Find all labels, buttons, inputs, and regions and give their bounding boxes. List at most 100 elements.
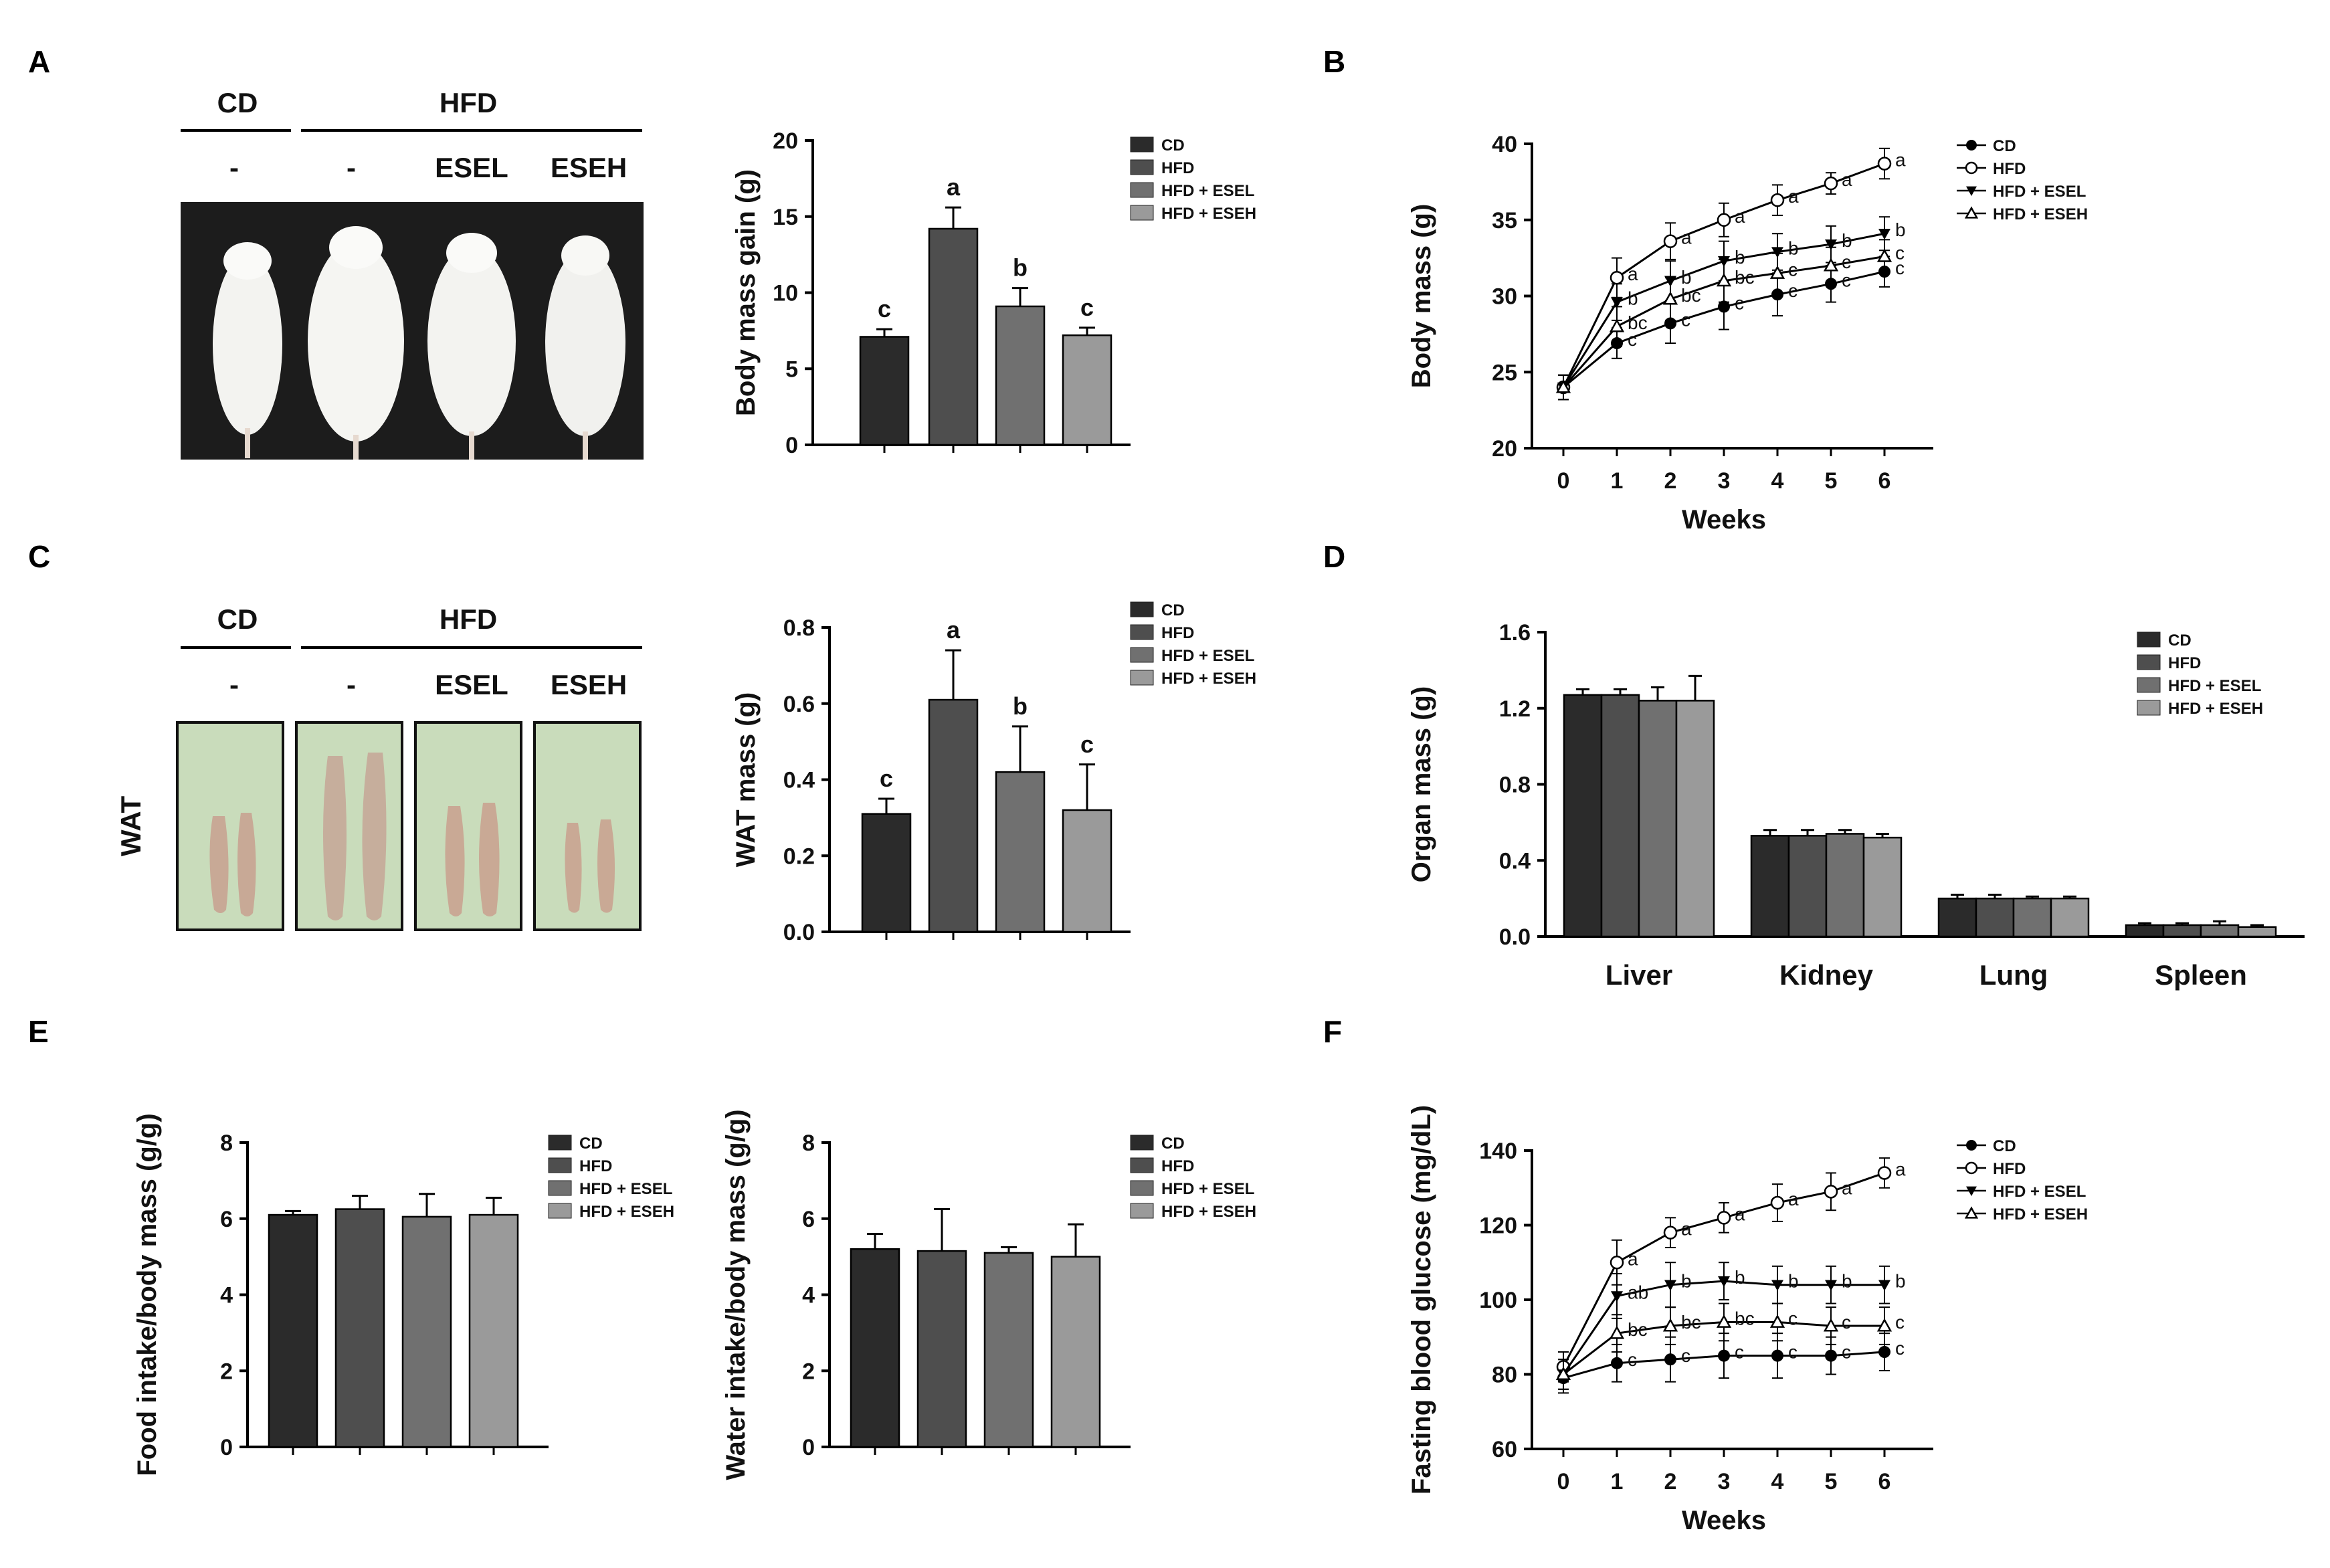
significance-label: c [1080,294,1094,321]
significance-label: b [1735,1267,1745,1288]
data-point [1825,1280,1837,1291]
x-tick-label: 2 [1664,1469,1677,1494]
header-group-3: ESEL [435,669,508,700]
y-tick-label: 60 [1492,1437,1517,1462]
data-point [1609,1325,1625,1339]
header-cd: CD [217,87,258,118]
significance-label: c [1895,258,1905,278]
bar [268,1213,318,1448]
legend-label: CD [579,1135,603,1153]
x-tick-label: 6 [1878,1469,1891,1494]
legend-label: HFD + ESEH [1993,205,2088,223]
legend-label: HFD [1993,160,2026,178]
bar [1787,835,1828,938]
data-point [1664,1280,1676,1291]
legend-swatch [1130,670,1154,686]
legend-label: CD [1161,136,1185,155]
legend-marker [1965,1161,1978,1175]
data-point [1769,265,1785,279]
legend-label: HFD + ESEL [579,1180,672,1198]
bar [995,771,1046,933]
legend-swatch [548,1180,572,1196]
legend-marker [1966,1140,1977,1151]
wat-mass-chart: 0.0 0.2 0.4 0.6 0.8 WAT mass (g) c a b c CD HFD HFD … [731,601,1256,945]
y-axis-label: Water intake/body mass (g/g) [721,1109,751,1480]
legend-label: HFD + ESEH [1161,205,1256,223]
data-point [1663,234,1678,248]
bar [928,227,979,446]
y-axis-label: WAT mass (g) [731,692,761,868]
x-tick-label: 1 [1611,1469,1624,1494]
significance-label: a [1842,1177,1852,1198]
legend-label: HFD + ESEL [2168,677,2261,695]
y-tick-label: 0.8 [783,615,815,641]
y-tick-label: 100 [1479,1288,1517,1313]
y-axis-label: Fasting blood glucose (mg/dL) [1407,1105,1436,1494]
significance-label: a [1681,1219,1692,1240]
significance-label: a [1735,1203,1745,1224]
significance-label: c [1788,259,1798,280]
data-point [1770,1195,1785,1210]
panel-letter-b: B [1323,44,1345,79]
legend-swatch [1130,647,1154,663]
legend-swatch [1130,1157,1154,1173]
bar [983,1252,1034,1448]
legend-swatch [2137,677,2161,693]
y-axis-label: Body mass (g) [1407,204,1436,389]
data-point [1716,273,1732,287]
y-tick-label: 0.4 [1499,848,1531,874]
panel-letter-a: A [28,44,50,79]
y-axis-label: Food intake/body mass (g/g) [132,1113,162,1476]
bar [861,813,912,933]
data-point [1878,229,1890,240]
y-tick-label: 0 [785,433,798,458]
y-tick-label: 0.0 [783,920,815,945]
significance-label: bc [1735,267,1755,288]
data-point [1717,213,1731,227]
significance-label: c [878,295,891,322]
panel-c-photo-header: CD HFD - - ESEL ESEH [181,603,642,700]
significance-label: bc [1681,285,1701,306]
significance-label: ab [1628,1282,1648,1302]
y-tick-label: 4 [220,1283,233,1308]
legend-swatch [548,1157,572,1173]
y-tick-label: 0.8 [1499,773,1531,798]
legend-label: HFD [1161,624,1194,642]
y-tick-label: 0 [802,1435,815,1460]
header-group-4: ESEH [551,669,627,700]
body-mass-gain-chart: 0 5 10 15 20 Body mass gain (g) c a b c CD HFD HFD +… [731,128,1256,458]
significance-label: b [1842,230,1852,251]
legend-swatch [1130,624,1154,640]
y-tick-label: 1.2 [1499,696,1531,722]
bar [334,1208,385,1448]
significance-label: b [1895,1271,1906,1292]
significance-label: a [1842,169,1852,190]
bar [859,336,910,446]
x-axis-label: Weeks [1682,505,1766,534]
bar [2162,924,2202,938]
legend-label: HFD [1161,1157,1194,1175]
y-tick-label: 2 [802,1359,815,1384]
y-tick-label: 35 [1492,208,1517,233]
data-point [1662,1318,1678,1332]
data-point [1718,1349,1730,1362]
bar [401,1215,452,1448]
y-tick-label: 0.6 [783,692,815,717]
legend-label: HFD + ESEL [1993,1183,2086,1201]
legend-swatch [1130,601,1154,617]
y-axis-label: Organ mass (g) [1407,686,1436,882]
data-point [1718,300,1730,313]
legend-label: HFD [1161,159,1194,177]
data-point [1716,1314,1732,1328]
water-intake-chart: 0 2 4 6 8 Water intake/body mass (g/g) CD HFD HF… [721,1109,1256,1480]
legend-swatch [1130,1203,1154,1219]
x-tick-label: 3 [1718,1469,1731,1494]
data-point [1876,248,1892,262]
significance-label: a [1681,227,1692,248]
data-point [1771,247,1783,258]
legend-marker [1965,161,1978,175]
significance-label: a [1788,1189,1799,1209]
data-point [1877,1166,1892,1180]
panel-letter-d: D [1323,539,1345,574]
